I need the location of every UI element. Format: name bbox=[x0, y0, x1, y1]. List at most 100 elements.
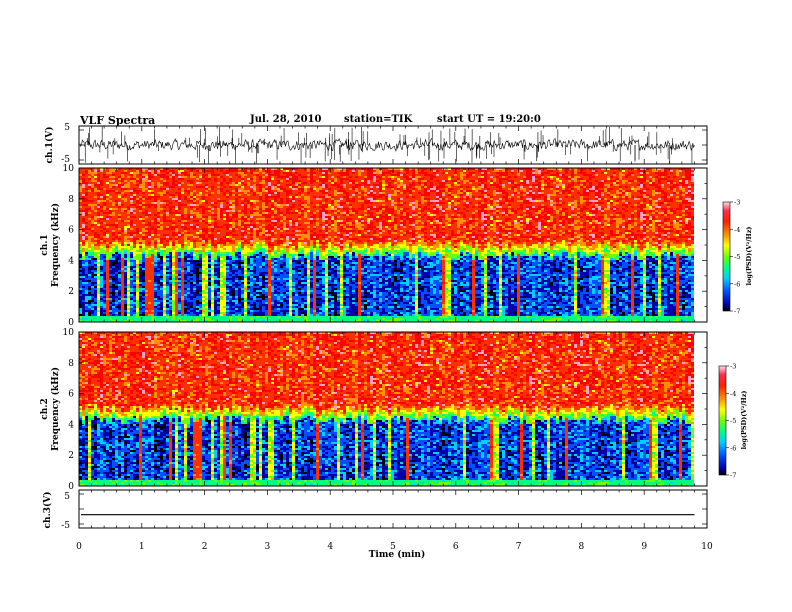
spectrogram-cell bbox=[100, 254, 103, 256]
spectrogram-cell bbox=[121, 308, 124, 310]
spectrogram-cell bbox=[88, 276, 91, 278]
spectrogram-cell bbox=[112, 266, 115, 268]
spectrogram-cell bbox=[166, 278, 169, 280]
spectrogram-cell bbox=[148, 292, 151, 294]
spectrogram-cell bbox=[190, 286, 193, 288]
spectrogram-cell bbox=[121, 228, 124, 230]
spectrogram-cell bbox=[166, 304, 169, 306]
spectrogram-cell bbox=[163, 272, 166, 274]
spectrogram-cell bbox=[85, 246, 88, 248]
spectrogram-cell bbox=[133, 172, 136, 174]
spectrogram-cell bbox=[127, 258, 130, 260]
spectrogram-cell bbox=[139, 204, 142, 206]
spectrogram-cell bbox=[124, 292, 127, 294]
spectrogram-cell bbox=[145, 186, 148, 188]
spectrogram-cell bbox=[127, 198, 130, 200]
spectrogram-cell bbox=[187, 182, 190, 184]
spectrogram-cell bbox=[85, 268, 88, 270]
spectrogram-cell bbox=[199, 200, 202, 202]
ch1-spectrogram-image bbox=[79, 168, 694, 322]
spectrogram-cell bbox=[148, 276, 151, 278]
spectrogram-cell bbox=[94, 212, 97, 214]
spectrogram-cell bbox=[142, 280, 145, 282]
spectrogram-cell bbox=[124, 234, 127, 236]
spectrogram-cell bbox=[112, 312, 115, 314]
spectrogram-cell bbox=[184, 222, 187, 224]
spectrogram-cell bbox=[103, 242, 106, 244]
spectrogram-cell bbox=[169, 260, 172, 262]
spectrogram-cell bbox=[91, 208, 94, 210]
spectrogram-cell bbox=[196, 202, 199, 204]
spectrogram-cell bbox=[133, 254, 136, 256]
spectrogram-cell bbox=[172, 204, 175, 206]
spectrogram-cell bbox=[85, 316, 88, 318]
spectrogram-cell bbox=[154, 218, 157, 220]
spectrogram-cell bbox=[106, 246, 109, 248]
spectrogram-cell bbox=[163, 232, 166, 234]
spectrogram-cell bbox=[196, 222, 199, 224]
spectrogram-cell bbox=[112, 270, 115, 272]
spectrogram-cell bbox=[172, 292, 175, 294]
spectrogram-cell bbox=[193, 294, 196, 296]
spectrogram-cell bbox=[181, 230, 184, 232]
spectrogram-cell bbox=[121, 242, 124, 244]
spectrogram-cell bbox=[124, 236, 127, 238]
spectrogram-cell bbox=[157, 198, 160, 200]
spectrogram-cell bbox=[166, 206, 169, 208]
spectrogram-cell bbox=[115, 288, 118, 290]
spectrogram-cell bbox=[106, 302, 109, 304]
spectrogram-cell bbox=[94, 264, 97, 266]
spectrogram-cell bbox=[181, 212, 184, 214]
spectrogram-cell bbox=[193, 176, 196, 178]
spectrogram-cell bbox=[154, 192, 157, 194]
spectrogram-cell bbox=[175, 266, 178, 268]
spectrogram-cell bbox=[202, 188, 205, 190]
spectrogram-cell bbox=[148, 284, 151, 286]
spectrogram-cell bbox=[124, 280, 127, 282]
spectrogram-cell bbox=[178, 188, 181, 190]
spectrogram-cell bbox=[154, 176, 157, 178]
spectrogram-cell bbox=[166, 224, 169, 226]
spectrogram-cell bbox=[121, 212, 124, 214]
spectrogram-cell bbox=[88, 188, 91, 190]
spectrogram-cell bbox=[91, 230, 94, 232]
spectrogram-cell bbox=[163, 264, 166, 266]
spectrogram-cell bbox=[169, 310, 172, 312]
spectrogram-cell bbox=[172, 274, 175, 276]
spectrogram-cell bbox=[109, 286, 112, 288]
spectrogram-cell bbox=[109, 228, 112, 230]
spectrogram-cell bbox=[127, 182, 130, 184]
spectrogram-cell bbox=[82, 184, 85, 186]
spectrogram-cell bbox=[124, 198, 127, 200]
spectrogram-cell bbox=[142, 258, 145, 260]
spectrogram-cell bbox=[190, 282, 193, 284]
spectrogram-cell bbox=[181, 260, 184, 262]
spectrogram-cell bbox=[166, 248, 169, 250]
spectrogram-cell bbox=[133, 278, 136, 280]
spectrogram-cell bbox=[160, 182, 163, 184]
spectrogram-cell bbox=[190, 318, 193, 320]
spectrogram-cell bbox=[130, 238, 133, 240]
spectrogram-cell bbox=[100, 266, 103, 268]
spectrogram-cell bbox=[85, 318, 88, 320]
spectrogram-cell bbox=[163, 222, 166, 224]
spectrogram-cell bbox=[85, 204, 88, 206]
spectrogram-cell bbox=[193, 304, 196, 306]
spectrogram-cell bbox=[121, 312, 124, 314]
spectrogram-cell bbox=[118, 284, 121, 286]
spectrogram-cell bbox=[199, 216, 202, 218]
spectrogram-cell bbox=[190, 294, 193, 296]
spectrogram-cell bbox=[112, 228, 115, 230]
spectrogram-cell bbox=[163, 252, 166, 254]
spectrogram-cell bbox=[127, 186, 130, 188]
spectrogram-cell bbox=[151, 198, 154, 200]
spectrogram-cell bbox=[85, 206, 88, 208]
spectrogram-cell bbox=[196, 204, 199, 206]
spectrogram-cell bbox=[103, 260, 106, 262]
spectrogram-cell bbox=[193, 226, 196, 228]
spectrogram-cell bbox=[157, 240, 160, 242]
spectrogram-cell bbox=[178, 236, 181, 238]
spectrogram-cell bbox=[175, 232, 178, 234]
spectrogram-cell bbox=[97, 298, 100, 300]
spectrogram-cell bbox=[88, 260, 91, 262]
